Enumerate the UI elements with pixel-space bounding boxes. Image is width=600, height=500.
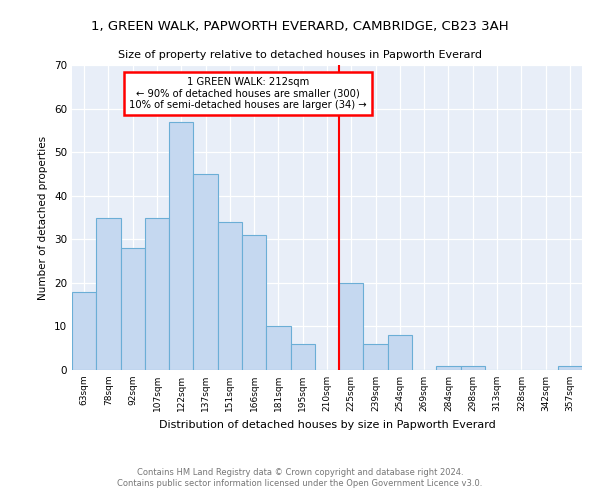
Text: Contains HM Land Registry data © Crown copyright and database right 2024.
Contai: Contains HM Land Registry data © Crown c… (118, 468, 482, 487)
Text: Size of property relative to detached houses in Papworth Everard: Size of property relative to detached ho… (118, 50, 482, 60)
Bar (121, 248, 145, 370)
X-axis label: Distribution of detached houses by size in Papworth Everard: Distribution of detached houses by size … (158, 420, 496, 430)
Text: 1 GREEN WALK: 212sqm
← 90% of detached houses are smaller (300)
10% of semi-deta: 1 GREEN WALK: 212sqm ← 90% of detached h… (129, 76, 367, 110)
Y-axis label: Number of detached properties: Number of detached properties (38, 136, 49, 300)
Bar (266, 326, 290, 370)
Bar (388, 335, 412, 370)
Bar (290, 344, 315, 370)
Text: 1, GREEN WALK, PAPWORTH EVERARD, CAMBRIDGE, CB23 3AH: 1, GREEN WALK, PAPWORTH EVERARD, CAMBRID… (91, 20, 509, 33)
Bar (461, 366, 485, 370)
Bar (96, 218, 121, 370)
Bar (218, 222, 242, 370)
Bar (339, 283, 364, 370)
Bar (364, 344, 388, 370)
Bar (558, 366, 582, 370)
Bar (436, 366, 461, 370)
Bar (145, 218, 169, 370)
Bar (242, 235, 266, 370)
Bar (193, 174, 218, 370)
Bar (169, 122, 193, 370)
Bar (72, 292, 96, 370)
